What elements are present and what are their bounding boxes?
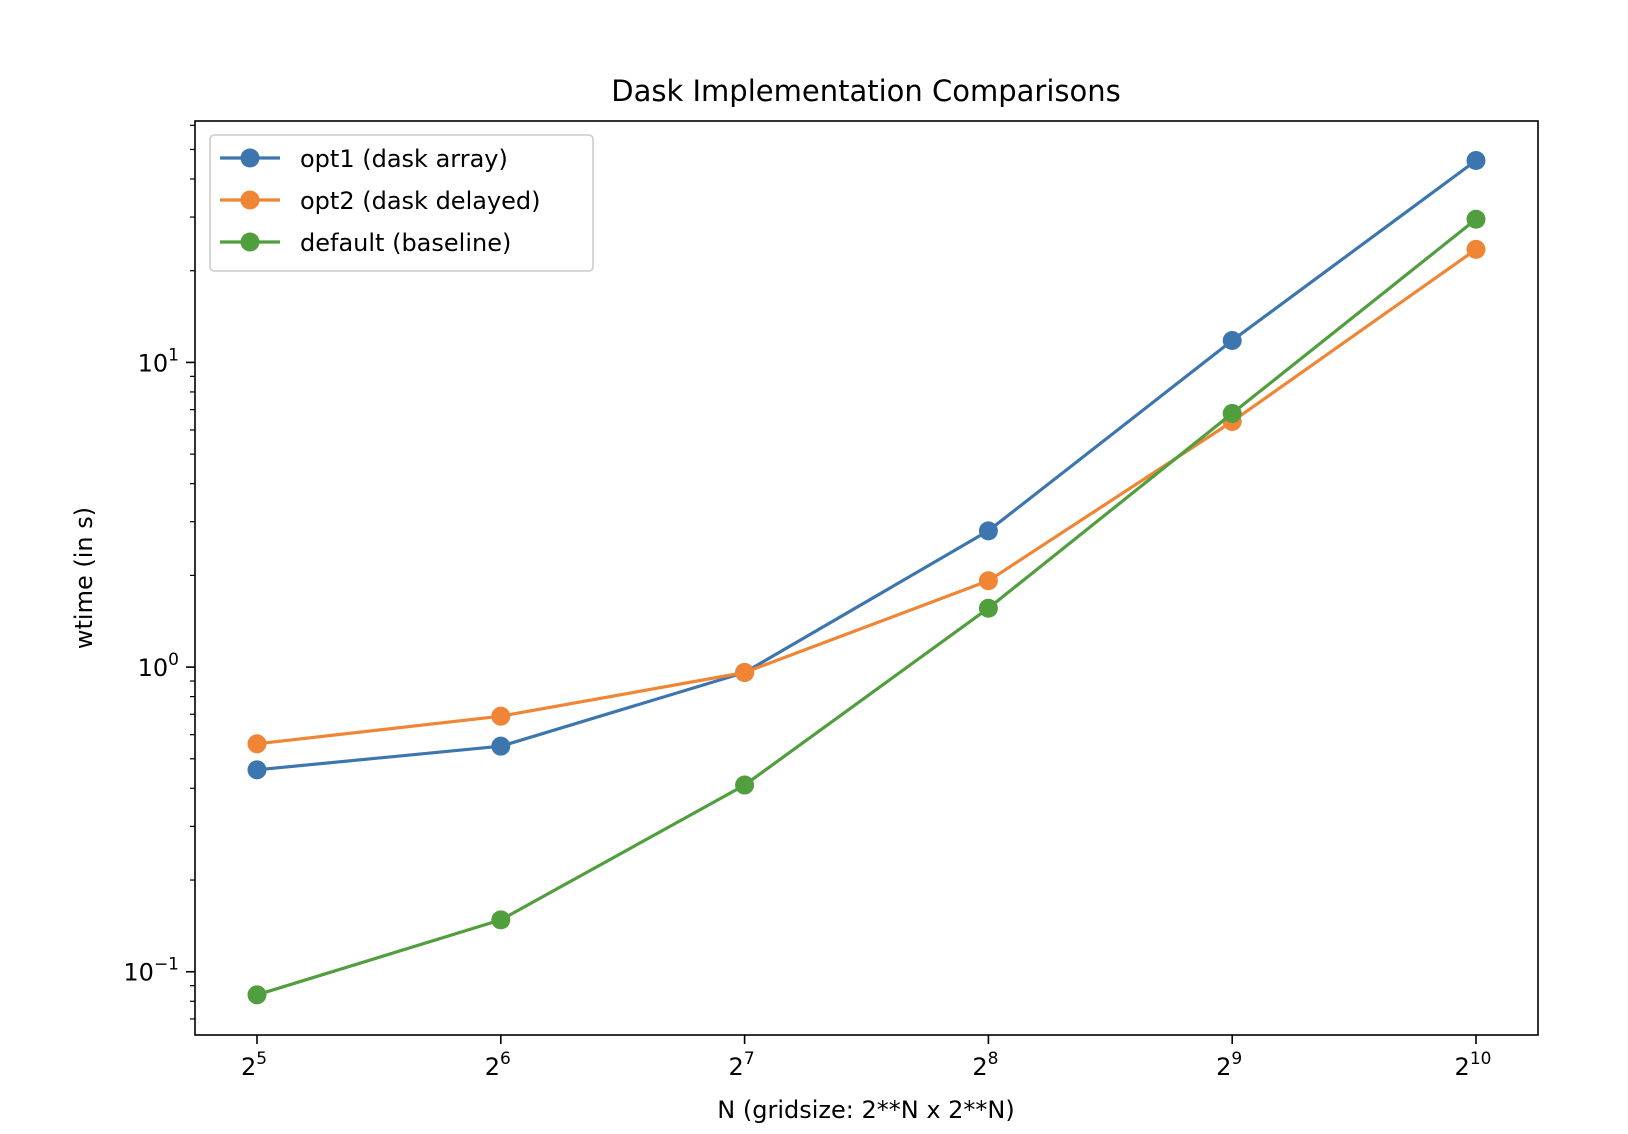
legend-label: opt2 (dask delayed) [300,187,541,215]
y-tick-label: 10−1 [123,955,179,987]
data-point [978,571,998,591]
data-point [491,706,511,726]
y-tick-label: 100 [138,650,179,682]
data-point [247,760,267,780]
data-point [1466,209,1486,229]
legend: opt1 (dask array) opt2 (dask delayed) defa… [209,134,594,272]
x-tick-label: 210 [1455,1049,1492,1081]
series-layer [247,150,1486,1005]
data-point [978,521,998,541]
legend-label: opt1 (dask array) [300,145,508,173]
x-tick-label: 29 [1216,1049,1242,1081]
data-point [491,736,511,756]
x-axis-ticks: 25 26 27 28 29 210 [241,1035,1492,1081]
series-line [256,159,1477,772]
series-line [256,248,1477,746]
x-axis-title: N (gridsize: 2**N x 2**N) [717,1096,1014,1124]
data-point [247,734,267,754]
legend-swatch-marker [240,232,260,252]
data-point [1466,150,1486,170]
x-tick-label: 26 [485,1049,511,1081]
y-axis-title: wtime (in s) [70,507,98,649]
x-tick-label: 27 [729,1049,755,1081]
data-point [491,910,511,930]
series-2 [247,239,1486,754]
data-point [735,775,755,795]
plot-area-frame [194,120,1539,1036]
y-axis-ticks: 10−1 100 101 [123,124,195,1020]
data-point [1222,331,1242,351]
y-tick-label: 101 [138,345,179,377]
legend-box [209,134,594,272]
legend-swatch-marker [240,148,260,168]
chart-title: Dask Implementation Comparisons [611,74,1120,108]
x-tick-label: 28 [972,1049,998,1081]
legend-swatch-marker [240,190,260,210]
series-line [256,218,1477,997]
data-point [1466,239,1486,259]
data-point [1222,403,1242,423]
data-point [735,662,755,682]
data-point [247,985,267,1005]
series-3 [247,209,1486,1005]
legend-label: default (baseline) [300,229,511,257]
x-tick-label: 25 [241,1049,267,1081]
data-point [978,598,998,618]
